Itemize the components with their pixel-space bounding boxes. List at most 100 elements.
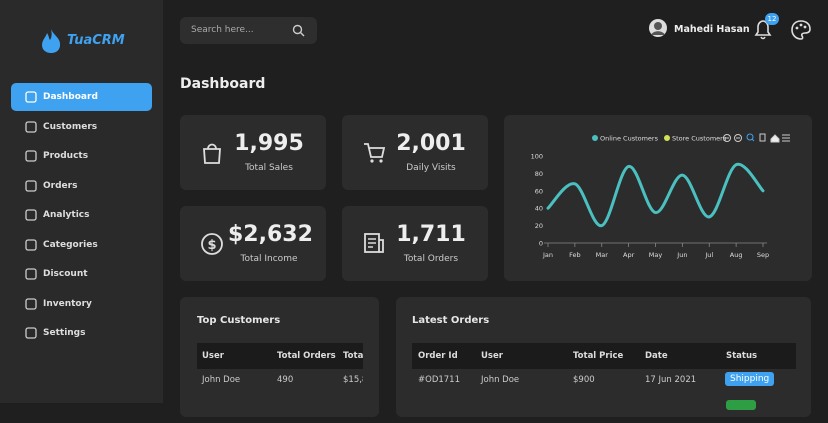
table-header-cell: Order Id: [418, 351, 458, 361]
y-tick-label: 20: [535, 222, 543, 230]
table-header-cell: Total Spending: [343, 351, 363, 361]
nav-icon: [25, 297, 37, 310]
nav-icon: [25, 209, 37, 221]
x-tick-label: Aug: [730, 251, 743, 259]
table-clip: User Total Orders Total Spending John Doe 49…: [197, 343, 363, 423]
nav-item[interactable]: Dashboard: [11, 83, 152, 111]
nav-item[interactable]: Orders: [11, 172, 152, 200]
logo-icon: [42, 29, 61, 53]
table-cell: #OD1711: [418, 375, 460, 385]
bell-icon[interactable]: [752, 18, 774, 40]
y-tick-label: 60: [535, 187, 543, 195]
page: TuaCRM Dashboard Customers Products Orders A…: [0, 0, 812, 417]
search-icon: [292, 24, 305, 37]
nav-icon: [25, 91, 37, 103]
stat-value: 2,001: [396, 131, 466, 156]
table-header-cell: Total Orders: [277, 351, 336, 361]
x-tick-label: Apr: [623, 251, 635, 259]
stat-icon: [364, 143, 386, 163]
table-cell: 17 Jun 2021: [645, 375, 697, 385]
nav-item[interactable]: Discount: [11, 260, 152, 288]
table-cell: John Doe: [202, 375, 241, 385]
stat-label: Daily Visits: [406, 163, 456, 173]
nav-item[interactable]: Categories: [11, 231, 152, 259]
x-tick-label: Mar: [596, 251, 609, 259]
svg-text:$: $: [207, 238, 216, 253]
theme-icon[interactable]: [790, 19, 812, 41]
stat-label: Total Income: [240, 254, 298, 264]
table-header-cell: Status: [726, 351, 758, 361]
stat-card: 2,001 Daily Visits: [342, 115, 488, 190]
nav-icon: [25, 120, 37, 133]
nav-icon: [25, 238, 37, 251]
x-tick-label: May: [649, 251, 663, 259]
stat-icon: [203, 143, 221, 164]
sidebar: TuaCRM Dashboard Customers Products Orders A…: [0, 0, 163, 403]
nav-icon: [25, 179, 37, 192]
table-header-cell: User: [481, 351, 503, 361]
nav-item[interactable]: Inventory: [11, 290, 152, 318]
chart: 0 20 40 60 80 100 Jan Feb Mar Apr May Jun Jul Aug Sep O…: [531, 133, 790, 259]
legend-marker: [592, 135, 598, 141]
x-tick-label: Jul: [704, 251, 713, 259]
stat-card: 1,995 Total Sales: [180, 115, 326, 190]
status-badge-partial: [726, 400, 756, 410]
series-line: [546, 162, 765, 228]
card-title: Latest Orders: [412, 315, 490, 326]
top-customers-card: Top Customers User Total Orders Total Spen…: [180, 297, 379, 417]
stat-card: 1,711 Total Orders: [342, 206, 488, 281]
nav-label: Orders: [43, 180, 78, 191]
stat-card: $ $2,632 Total Income: [180, 206, 326, 281]
legend-marker: [664, 135, 670, 141]
nav-item[interactable]: Products: [11, 142, 152, 170]
nav-label: Dashboard: [43, 92, 98, 102]
nav-item[interactable]: Customers: [11, 113, 152, 141]
card-title: Top Customers: [197, 315, 281, 326]
notification-badge: 12: [765, 13, 779, 25]
user-name[interactable]: Mahedi Hasan: [674, 24, 750, 35]
nav-item[interactable]: Analytics: [11, 201, 152, 229]
nav-icon: [25, 327, 37, 339]
brand: TuaCRM: [67, 33, 125, 48]
stat-value: 1,995: [234, 131, 304, 156]
nav-label: Customers: [43, 121, 98, 132]
nav-icon: [25, 150, 37, 162]
x-tick-label: Jun: [676, 251, 687, 259]
nav-label: Discount: [43, 269, 88, 279]
chart-toolbar: [723, 133, 790, 143]
stat-icon: $: [201, 233, 223, 255]
chart-card: 0 20 40 60 80 100 Jan Feb Mar Apr May Jun Jul Aug Sep O…: [504, 115, 812, 281]
page-title: Dashboard: [180, 76, 266, 92]
stat-icon: [364, 233, 384, 253]
status-badge[interactable]: Shipping: [725, 372, 775, 386]
avatar[interactable]: [647, 18, 669, 38]
x-tick-label: Jan: [542, 251, 553, 259]
table-header-cell: Total Price: [573, 351, 624, 361]
table-cell: 490: [277, 375, 294, 385]
search-box[interactable]: Search here...: [180, 17, 317, 44]
table-header: [197, 343, 363, 369]
y-tick-label: 0: [539, 240, 543, 248]
nav-label: Inventory: [43, 298, 92, 309]
latest-orders-card: Latest Orders Order Id User Total Price Dat…: [396, 297, 811, 417]
table-cell: $15,870: [343, 375, 363, 385]
search-placeholder: Search here...: [191, 25, 254, 35]
nav-label: Settings: [43, 328, 86, 338]
y-tick-label: 100: [531, 153, 543, 161]
table-header: [412, 343, 796, 369]
nav-label: Analytics: [43, 210, 90, 220]
stat-label: Total Orders: [403, 254, 459, 264]
table-header-cell: Date: [645, 351, 668, 361]
x-tick-label: Sep: [757, 251, 769, 259]
legend-label: Store Customers: [672, 135, 727, 143]
y-tick-label: 40: [535, 205, 543, 213]
nav-item[interactable]: Settings: [11, 319, 152, 347]
stat-label: Total Sales: [245, 163, 293, 173]
x-tick-label: Feb: [569, 251, 581, 259]
table-cell: John Doe: [481, 375, 520, 385]
nav-label: Products: [43, 151, 89, 161]
stat-value: $2,632: [228, 222, 313, 247]
stat-value: 1,711: [396, 222, 466, 247]
table-header-cell: User: [202, 351, 224, 361]
table-cell: $900: [573, 375, 595, 385]
